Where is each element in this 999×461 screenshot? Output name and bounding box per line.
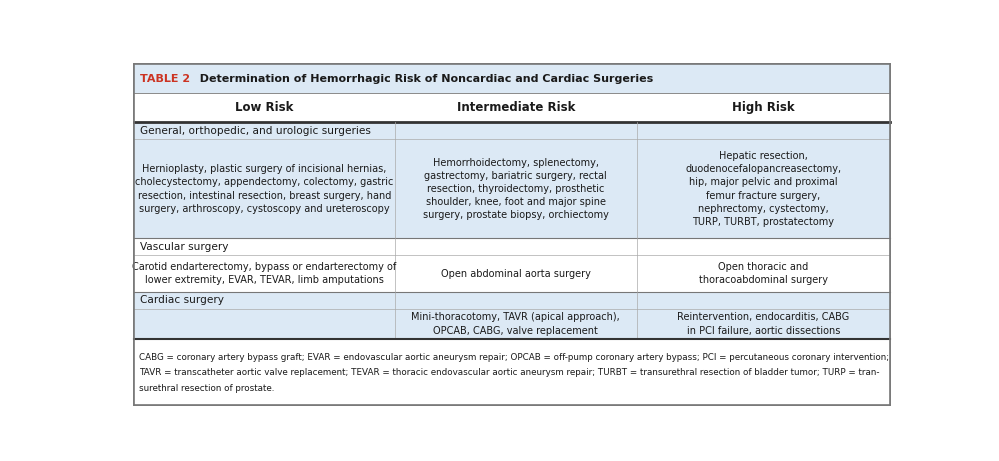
Bar xyxy=(134,291,890,339)
Text: Determination of Hemorrhagic Risk of Noncardiac and Cardiac Surgeries: Determination of Hemorrhagic Risk of Non… xyxy=(192,74,653,84)
Text: Vascular surgery: Vascular surgery xyxy=(140,242,229,252)
Text: General, orthopedic, and urologic surgeries: General, orthopedic, and urologic surger… xyxy=(140,126,372,136)
Bar xyxy=(134,123,890,238)
Text: Intermediate Risk: Intermediate Risk xyxy=(457,101,575,114)
Text: TAVR = transcatheter aortic valve replacement; TEVAR = thoracic endovascular aor: TAVR = transcatheter aortic valve replac… xyxy=(139,368,879,377)
Text: Open abdominal aorta surgery: Open abdominal aorta surgery xyxy=(441,268,590,278)
Text: TABLE 2: TABLE 2 xyxy=(140,74,191,84)
Text: Hernioplasty, plastic surgery of incisional hernias,
cholecystectomy, appendecto: Hernioplasty, plastic surgery of incisio… xyxy=(135,164,394,214)
Bar xyxy=(134,339,890,405)
Bar xyxy=(134,93,890,123)
Text: Reintervention, endocarditis, CABG
in PCI failure, aortic dissections: Reintervention, endocarditis, CABG in PC… xyxy=(677,313,849,336)
Text: High Risk: High Risk xyxy=(732,101,794,114)
Text: CABG = coronary artery bypass graft; EVAR = endovascular aortic aneurysm repair;: CABG = coronary artery bypass graft; EVA… xyxy=(139,353,889,361)
Text: Hemorrhoidectomy, splenectomy,
gastrectomy, bariatric surgery, rectal
resection,: Hemorrhoidectomy, splenectomy, gastrecto… xyxy=(423,158,608,220)
Text: Mini-thoracotomy, TAVR (apical approach),
OPCAB, CABG, valve replacement: Mini-thoracotomy, TAVR (apical approach)… xyxy=(412,313,620,336)
Text: Hepatic resection,
duodenocefalopancreasectomy,
hip, major pelvic and proximal
f: Hepatic resection, duodenocefalopancreas… xyxy=(685,151,841,227)
Text: Low Risk: Low Risk xyxy=(236,101,294,114)
Text: surethral resection of prostate.: surethral resection of prostate. xyxy=(139,384,274,393)
Text: Cardiac surgery: Cardiac surgery xyxy=(140,295,225,305)
Bar xyxy=(134,238,890,291)
Text: Open thoracic and
thoracoabdominal surgery: Open thoracic and thoracoabdominal surge… xyxy=(698,262,828,285)
Text: Carotid endarterectomy, bypass or endarterectomy of
lower extremity, EVAR, TEVAR: Carotid endarterectomy, bypass or endart… xyxy=(133,262,397,285)
Bar xyxy=(134,64,890,93)
